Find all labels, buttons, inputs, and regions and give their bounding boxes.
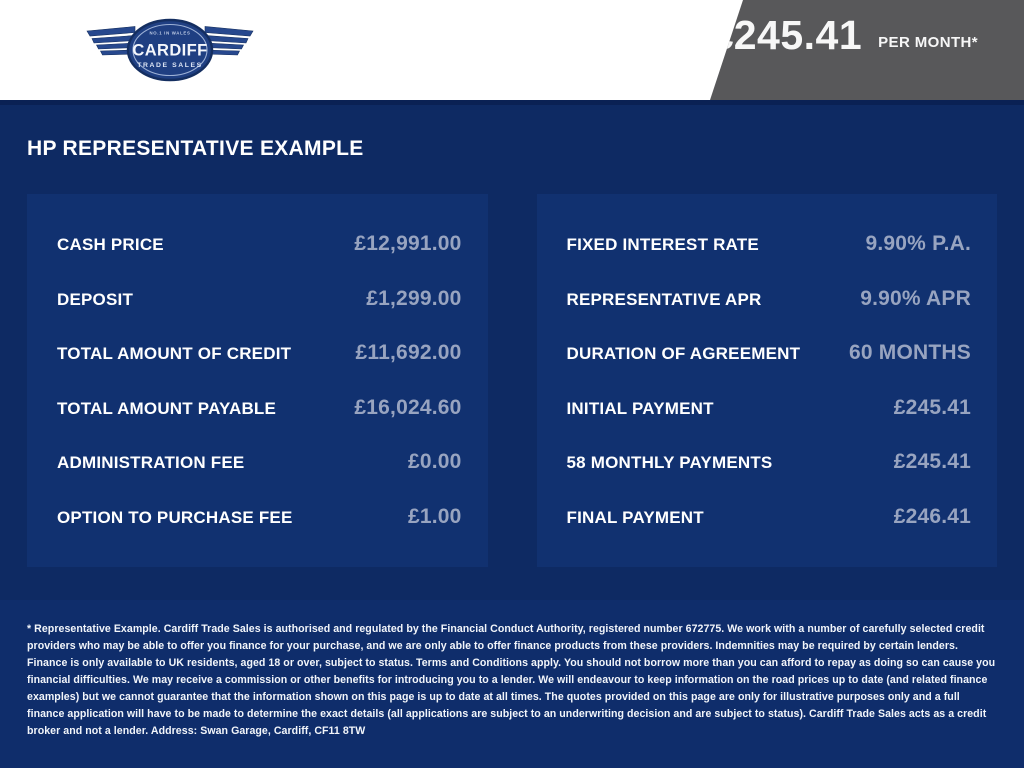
finance-row: DURATION OF AGREEMENT 60 MONTHS — [567, 341, 972, 365]
finance-panel-left: CASH PRICE £12,991.00 DEPOSIT £1,299.00 … — [27, 194, 488, 567]
finance-row: INITIAL PAYMENT £245.41 — [567, 396, 972, 420]
cardiff-trade-sales-logo[interactable]: NO.1 IN WALES CARDIFF TRADE SALES — [85, 18, 255, 82]
finance-row: TOTAL AMOUNT OF CREDIT £11,692.00 — [57, 341, 462, 365]
finance-row: FIXED INTEREST RATE 9.90% P.A. — [567, 232, 972, 256]
row-value: £12,991.00 — [354, 232, 462, 255]
logo-badge-ring — [132, 23, 208, 77]
row-value: £16,024.60 — [354, 395, 462, 419]
monthly-price-amount: £245.41 — [710, 11, 863, 58]
row-label: FINAL PAYMENT — [566, 507, 704, 527]
logo-name: CARDIFF — [132, 42, 207, 60]
row-label: TOTAL AMOUNT OF CREDIT — [57, 344, 292, 364]
page-title: HP REPRESENTATIVE EXAMPLE — [27, 137, 364, 160]
row-label: OPTION TO PURCHASE FEE — [57, 507, 293, 527]
representative-example-disclaimer: * Representative Example. Cardiff Trade … — [27, 623, 996, 737]
monthly-price-suffix: PER MONTH* — [878, 33, 978, 51]
finance-panel-right: FIXED INTEREST RATE 9.90% P.A. REPRESENT… — [536, 194, 997, 567]
row-value: £0.00 — [407, 450, 462, 474]
finance-row: TOTAL AMOUNT PAYABLE £16,024.60 — [57, 396, 462, 420]
finance-row: DEPOSIT £1,299.00 — [57, 287, 462, 311]
row-label: FIXED INTEREST RATE — [566, 235, 759, 254]
logo-badge-oval — [126, 18, 214, 82]
row-value: 60 MONTHS — [849, 341, 971, 365]
finance-row: OPTION TO PURCHASE FEE £1.00 — [57, 505, 462, 529]
row-value: £1.00 — [407, 504, 462, 528]
row-label: CASH PRICE — [57, 235, 164, 254]
row-label: INITIAL PAYMENT — [566, 398, 714, 418]
row-label: DEPOSIT — [57, 289, 134, 309]
logo-left-wing-icon — [86, 26, 136, 56]
header-divider — [0, 100, 1024, 105]
row-label: ADMINISTRATION FEE — [57, 453, 245, 473]
finance-panels: CASH PRICE £12,991.00 DEPOSIT £1,299.00 … — [27, 194, 997, 567]
monthly-price-badge: £245.41 PER MONTH* — [710, 0, 1024, 100]
footer-section: * Representative Example. Cardiff Trade … — [0, 600, 1024, 768]
finance-row: REPRESENTATIVE APR 9.90% APR — [567, 287, 972, 311]
logo-tagline: NO.1 IN WALES — [149, 31, 190, 36]
row-label: 58 MONTHLY PAYMENTS — [566, 453, 773, 473]
finance-row: ADMINISTRATION FEE £0.00 — [57, 450, 462, 474]
logo-subtitle: TRADE SALES — [137, 62, 203, 69]
row-value: £245.41 — [893, 395, 971, 419]
main-section: HP REPRESENTATIVE EXAMPLE CASH PRICE £12… — [0, 105, 1024, 600]
row-label: DURATION OF AGREEMENT — [566, 344, 801, 364]
row-value: 9.90% APR — [860, 286, 971, 310]
row-value: £11,692.00 — [355, 341, 462, 365]
finance-row: CASH PRICE £12,991.00 — [57, 232, 462, 256]
row-value: £1,299.00 — [366, 286, 462, 310]
row-value: 9.90% P.A. — [865, 232, 971, 255]
row-value: £246.41 — [893, 504, 971, 528]
row-label: REPRESENTATIVE APR — [566, 289, 762, 309]
top-bar: NO.1 IN WALES CARDIFF TRADE SALES £245.4… — [0, 0, 1024, 100]
row-value: £245.41 — [893, 450, 971, 474]
finance-row: 58 MONTHLY PAYMENTS £245.41 — [567, 450, 972, 474]
row-label: TOTAL AMOUNT PAYABLE — [57, 398, 277, 418]
finance-row: FINAL PAYMENT £246.41 — [567, 505, 972, 529]
